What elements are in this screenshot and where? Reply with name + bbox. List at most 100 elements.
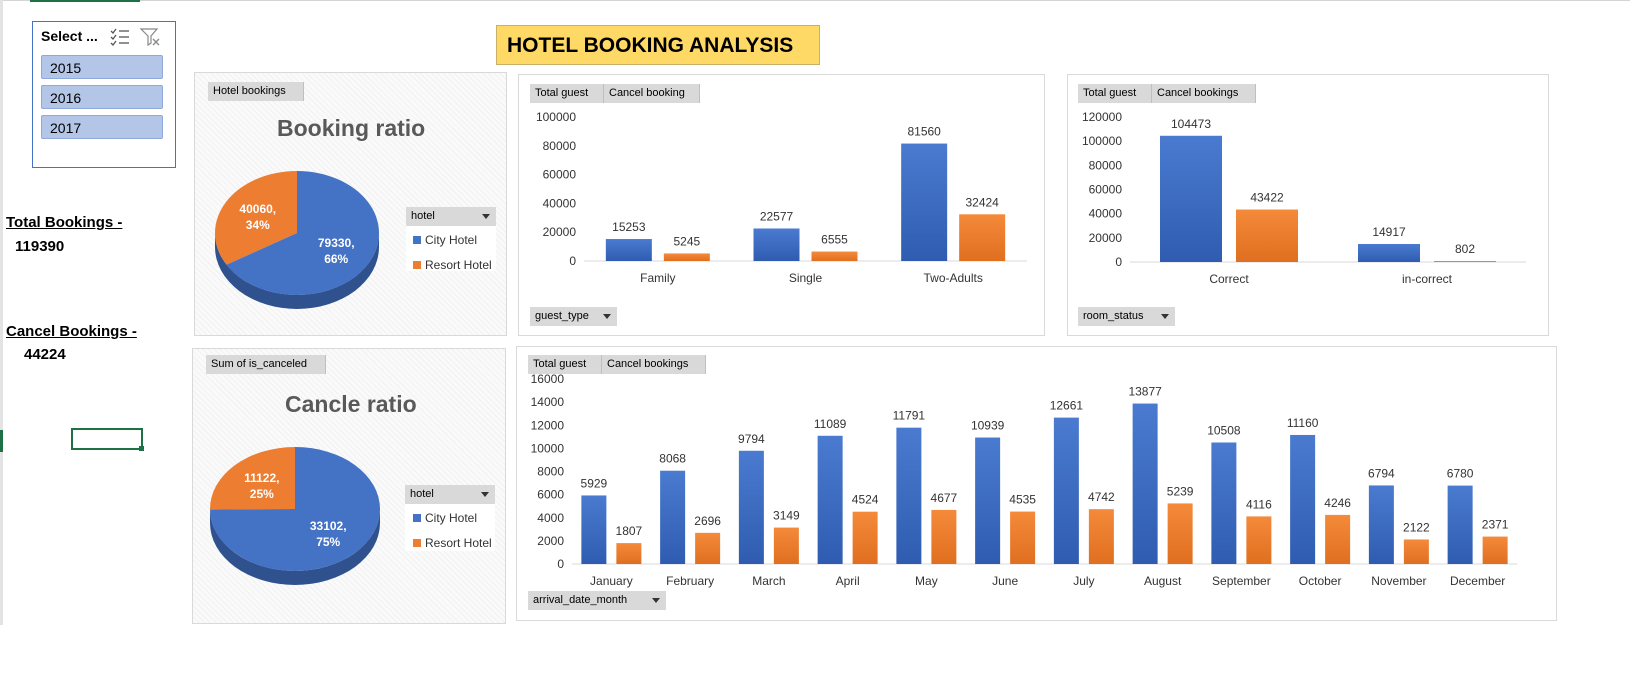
data-label: 1807 [616, 524, 643, 538]
data-label: 10508 [1207, 424, 1241, 438]
bar-cancel [1167, 503, 1193, 564]
data-label: 2122 [1403, 520, 1430, 534]
data-label: 13877 [1128, 385, 1162, 399]
y-tick-label: 0 [1115, 255, 1122, 269]
chart-title: Booking ratio [277, 115, 426, 141]
data-label: 6794 [1368, 466, 1395, 480]
bar-total-guest [1160, 135, 1222, 262]
y-tick-label: 60000 [543, 168, 577, 182]
pie-label-city: 75% [316, 535, 340, 549]
multi-select-icon[interactable] [109, 26, 131, 48]
field-button-cancel-booking[interactable]: Cancel booking [604, 84, 700, 103]
x-tick-label: Correct [1209, 272, 1249, 286]
guest-type-bar-chart: 0 20000 40000 60000 80000 100000 15253 5245 Fami… [536, 110, 1027, 285]
field-button-total-guest[interactable]: Total guest [1078, 84, 1152, 103]
bar-cancel [1403, 539, 1429, 564]
slicer-header: Select ... [41, 28, 98, 44]
bar-cancel [1325, 514, 1351, 564]
clear-filter-icon[interactable] [139, 26, 161, 48]
y-tick-label: 14000 [531, 395, 565, 409]
bar-total-guest [1290, 434, 1316, 564]
legend-field-dropdown[interactable]: hotel [406, 207, 496, 226]
slicer-item-2017[interactable]: 2017 [41, 115, 163, 139]
bar-total-guest [817, 435, 843, 564]
pie-label-city: 33102, [310, 519, 347, 533]
data-label: 15253 [612, 220, 646, 234]
data-label: 81560 [907, 125, 941, 139]
x-tick-label: June [992, 574, 1018, 588]
field-button-sum-is-canceled[interactable]: Sum of is_canceled [206, 355, 326, 374]
axis-field-dropdown[interactable]: arrival_date_month [528, 591, 666, 610]
legend-swatch-resort [413, 539, 421, 547]
data-label: 4742 [1088, 490, 1115, 504]
row-header-strip [0, 0, 3, 625]
guest-type-chart[interactable]: Total guest Cancel booking 0 20000 40000 60… [518, 74, 1045, 336]
pie-slice-resort [210, 447, 295, 510]
active-row-indicator [0, 430, 3, 452]
bar-cancel [773, 527, 799, 564]
fill-handle[interactable] [139, 446, 144, 451]
booking-ratio-chart[interactable]: Hotel bookings Booking ratio 40060, 34% 79… [194, 72, 507, 336]
pie-label-resort: 25% [250, 487, 274, 501]
x-tick-label: Two-Adults [923, 271, 982, 285]
bar-total-guest [660, 470, 686, 564]
x-tick-label: July [1073, 574, 1094, 588]
bar-total-guest [581, 495, 607, 564]
bar-cancel [1246, 516, 1272, 564]
pie-label-resort: 40060, [239, 202, 276, 216]
legend-swatch-resort [413, 261, 421, 269]
legend-item-city: City Hotel [413, 233, 477, 247]
cancel-bookings-value: 44224 [24, 346, 66, 363]
field-button-hotel-bookings[interactable]: Hotel bookings [208, 82, 304, 101]
bar-cancel [1236, 209, 1298, 262]
legend-item-resort: Resort Hotel [413, 536, 492, 550]
data-label: 22577 [760, 209, 794, 223]
slicer-item-2015[interactable]: 2015 [41, 55, 163, 79]
pie-side [210, 509, 380, 585]
data-label: 11089 [814, 417, 847, 431]
y-tick-label: 16000 [531, 374, 565, 386]
data-label: 14917 [1372, 225, 1406, 239]
axis-field-label: guest_type [535, 310, 589, 322]
y-tick-label: 2000 [537, 534, 564, 548]
active-column-indicator [30, 0, 140, 2]
y-tick-label: 12000 [531, 418, 565, 432]
slicer-item-2016[interactable]: 2016 [41, 85, 163, 109]
bar-total-guest [1053, 417, 1079, 564]
y-tick-label: 0 [569, 254, 576, 268]
pie-label-city: 66% [324, 252, 348, 266]
y-tick-label: 8000 [537, 465, 564, 479]
pie-side [215, 233, 379, 309]
selected-cell[interactable] [71, 428, 143, 450]
data-label: 2696 [694, 514, 721, 528]
pie-label-resort: 11122, [244, 471, 279, 485]
legend-field-dropdown[interactable]: hotel [405, 485, 495, 504]
chevron-down-icon [652, 598, 660, 603]
field-button-total-guest[interactable]: Total guest [530, 84, 604, 103]
axis-field-dropdown[interactable]: guest_type [530, 307, 617, 326]
bar-total-guest [901, 143, 948, 261]
data-label: 4524 [852, 493, 879, 507]
data-label: 9794 [738, 432, 765, 446]
data-label: 4535 [1009, 493, 1036, 507]
y-tick-label: 120000 [1082, 110, 1122, 124]
field-button-cancel-bookings[interactable]: Cancel bookings [602, 355, 706, 374]
chevron-down-icon [481, 492, 489, 497]
data-label: 32424 [965, 195, 999, 209]
data-label: 8068 [659, 452, 686, 466]
monthly-bookings-chart[interactable]: Total guest Cancel bookings 0 2000 4000 600… [516, 346, 1557, 621]
room-status-chart[interactable]: Total guest Cancel bookings 0 20000 40000 6… [1067, 74, 1549, 336]
bar-cancel [1434, 261, 1496, 262]
bar-cancel [959, 214, 1006, 261]
field-button-total-guest[interactable]: Total guest [528, 355, 602, 374]
y-tick-label: 10000 [531, 441, 565, 455]
data-label: 4677 [931, 491, 958, 505]
legend-label-resort: Resort Hotel [425, 258, 492, 272]
axis-field-dropdown[interactable]: room_status [1078, 307, 1175, 326]
year-slicer[interactable]: Select ... 2015 2016 2017 [32, 21, 176, 168]
field-button-cancel-bookings[interactable]: Cancel bookings [1152, 84, 1256, 103]
cancel-ratio-chart[interactable]: Sum of is_canceled Cancle ratio 11122, 25… [192, 348, 506, 624]
booking-pie: 40060, 34% 79330, 66% [215, 171, 379, 309]
legend-item-resort: Resort Hotel [413, 258, 492, 272]
legend-field-label: hotel [410, 488, 434, 500]
